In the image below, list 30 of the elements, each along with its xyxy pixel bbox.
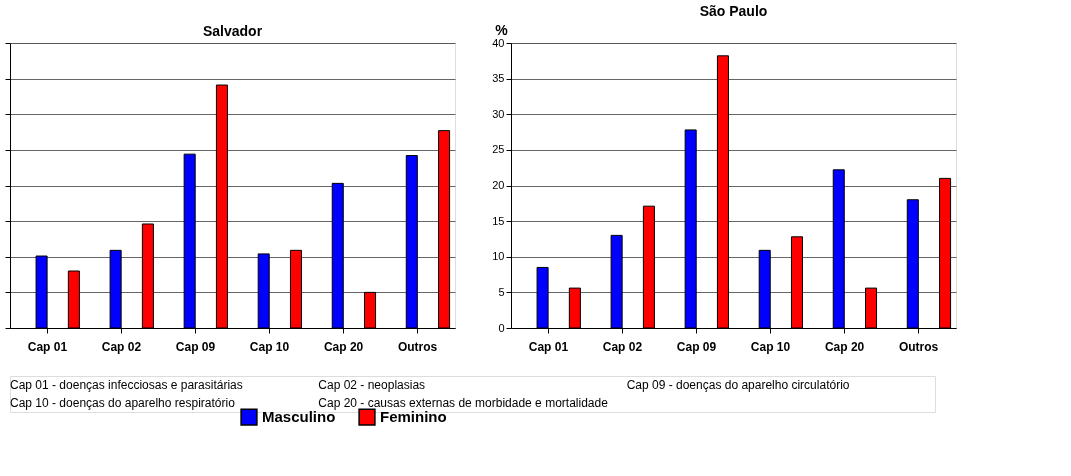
y-tick-label: 35	[492, 72, 505, 85]
x-tick-label: Cap 10	[249, 339, 290, 354]
y-axis-title: %	[495, 21, 509, 38]
chart-title: São Paulo	[699, 3, 768, 19]
legend-label: Feminino	[380, 408, 447, 426]
y-tick-label: 15	[492, 214, 505, 227]
x-tick-label: Cap 09	[676, 339, 717, 354]
x-tick-label: Cap 02	[101, 339, 142, 354]
x-tick-label: Cap 20	[824, 339, 865, 354]
x-tick-label: Cap 20	[323, 339, 364, 354]
x-tick-label: Cap 09	[175, 339, 216, 354]
text: Cap 09 - doenças do aparelho circulatório	[626, 378, 850, 392]
text: Cap 10 - doenças do aparelho respiratório	[10, 396, 236, 410]
text: Cap 02 - neoplasias	[318, 378, 426, 392]
x-tick-label: Outros	[898, 339, 939, 354]
y-tick-label: 0	[498, 321, 505, 334]
x-tick-label: Outros	[397, 339, 438, 354]
y-tick-label: 40	[492, 36, 505, 49]
x-tick-label: Cap 01	[528, 339, 569, 354]
text: Cap 01 - doenças infecciosas e parasitárias	[10, 378, 243, 392]
y-tick-label: 25	[492, 143, 505, 156]
y-tick-label: 5	[498, 285, 505, 298]
y-tick-label: 20	[492, 179, 505, 191]
x-tick-label: Cap 10	[750, 339, 791, 354]
chart-title: Salvador	[202, 22, 263, 39]
x-tick-label: Cap 01	[27, 339, 68, 354]
x-tick-label: Cap 02	[602, 339, 643, 354]
y-tick-label: 30	[492, 107, 505, 120]
y-tick-label: 10	[492, 250, 505, 263]
text: Cap 20 - causas externas de morbidade e mortalidade	[318, 396, 609, 410]
